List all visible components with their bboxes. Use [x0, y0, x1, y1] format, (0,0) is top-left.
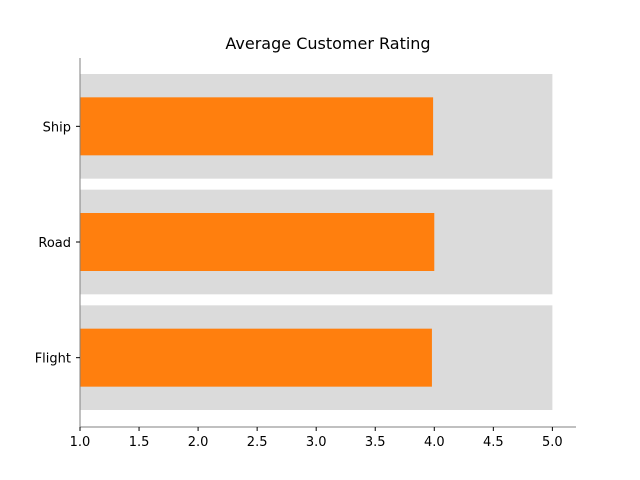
bar-road: [80, 213, 435, 271]
x-tick-label: 2.0: [188, 435, 209, 450]
bar-flight: [80, 328, 432, 387]
bar-ship: [80, 97, 434, 156]
y-tick-label-flight: Flight: [35, 352, 71, 367]
rating-bars: [80, 97, 435, 387]
x-tick-label: 3.5: [365, 435, 386, 450]
x-tick-label: 2.5: [247, 435, 268, 450]
x-tick-label: 3.0: [306, 435, 327, 450]
chart-title: Average Customer Rating: [225, 34, 430, 53]
x-tick-label: 4.0: [424, 435, 445, 450]
x-tick-label: 5.0: [542, 435, 563, 450]
x-tick-label: 1.5: [129, 435, 150, 450]
x-tick-label: 4.5: [483, 435, 504, 450]
y-tick-label-ship: Ship: [43, 120, 71, 135]
x-tick-label: 1.0: [70, 435, 91, 450]
x-axis-ticks: 1.0 1.5 2.0 2.5 3.0 3.5 4.0 4.5 5.0: [70, 427, 563, 450]
y-tick-label-road: Road: [38, 236, 71, 251]
y-axis-ticks: Flight Road Ship: [35, 120, 80, 367]
